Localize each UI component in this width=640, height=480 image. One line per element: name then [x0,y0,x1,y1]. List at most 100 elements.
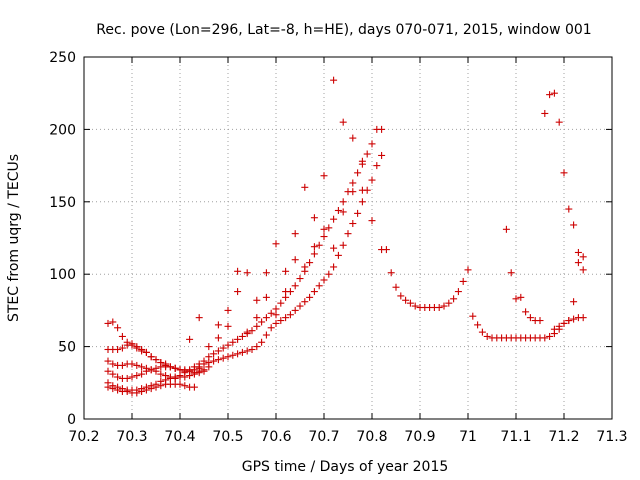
data-point [186,335,194,343]
data-point [152,367,160,375]
data-point [262,269,270,277]
x-tick-label: 70.5 [212,429,243,445]
data-point [234,350,242,358]
data-point [411,302,419,310]
y-tick-label: 50 [58,340,76,356]
data-point [253,314,261,322]
data-point [301,298,309,306]
data-point [123,387,131,395]
grid-lines [84,57,612,419]
data-point [262,331,270,339]
data-point [507,269,515,277]
x-tick-label: 70.7 [308,429,339,445]
data-point [354,169,362,177]
data-point [219,344,227,352]
y-tick-label: 250 [49,50,76,66]
data-point [109,370,117,378]
y-axis-label: STEC from uqrg / TECUs [6,154,22,322]
data-point [205,353,213,361]
data-point [262,293,270,301]
data-point [133,389,141,397]
data-point [349,179,357,187]
data-point [454,288,462,296]
data-point [301,183,309,191]
data-point [152,356,160,364]
data-point [474,321,482,329]
data-point [550,325,558,333]
data-point [517,293,525,301]
data-point [186,366,194,374]
x-tick-label: 70.2 [68,429,99,445]
data-point [253,296,261,304]
data-point [464,266,472,274]
data-point [378,125,386,133]
data-point [171,364,179,372]
data-point [128,340,136,348]
data-point [138,370,146,378]
data-point [339,118,347,126]
data-point [166,363,174,371]
data-point [402,296,410,304]
data-point [339,208,347,216]
data-point [128,373,136,381]
data-point [546,91,554,99]
data-point [579,266,587,274]
data-point [210,357,218,365]
data-point [234,288,242,296]
data-point [162,360,170,368]
data-point [133,343,141,351]
data-point [310,250,318,258]
data-point [291,256,299,264]
data-point [224,306,232,314]
data-point [368,176,376,184]
data-point [104,367,112,375]
data-point [373,162,381,170]
data-point [522,308,530,316]
data-point [123,374,131,382]
data-point [378,151,386,159]
data-point [354,209,362,217]
data-point [344,230,352,238]
data-point [334,206,342,214]
data-point [349,220,357,228]
x-tick-label: 71.2 [548,429,579,445]
data-point [138,363,146,371]
data-point [282,288,290,296]
data-point [320,276,328,284]
data-point [214,347,222,355]
data-point [320,225,328,233]
data-point [397,292,405,300]
data-point [315,282,323,290]
data-point [181,369,189,377]
data-point [142,348,150,356]
data-point [142,364,150,372]
data-point [291,230,299,238]
x-tick-label: 71 [459,429,477,445]
data-point [205,343,213,351]
data-point [104,357,112,365]
data-point [339,198,347,206]
data-point [277,299,285,307]
data-point [224,341,232,349]
data-point [550,89,558,97]
data-point [243,328,251,336]
x-tick-label: 70.8 [356,429,387,445]
data-point [253,343,261,351]
data-points [104,76,587,397]
data-point [114,345,122,353]
data-point [358,186,366,194]
data-point [214,334,222,342]
data-point [330,244,338,252]
x-tick-label: 71.3 [596,429,627,445]
data-point [272,311,280,319]
data-point [114,324,122,332]
data-point [229,351,237,359]
data-point [262,314,270,322]
data-point [128,360,136,368]
y-axis: 0 50 100 150 200 250 [49,50,612,428]
data-point [104,319,112,327]
data-point [272,319,280,327]
x-axis: 70.2 70.3 70.4 70.5 70.6 70.7 70.8 70.9 71 71.1 71… [68,57,628,445]
data-point [243,347,251,355]
